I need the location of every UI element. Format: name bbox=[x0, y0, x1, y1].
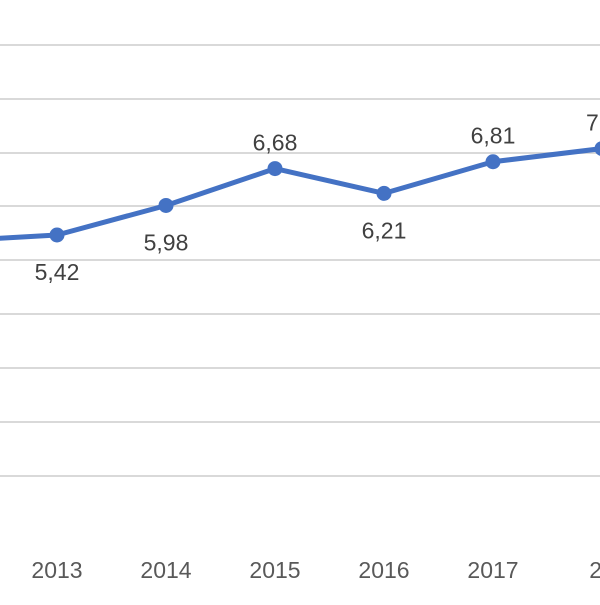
x-tick-label: 20 bbox=[589, 557, 600, 583]
data-point bbox=[486, 154, 501, 169]
data-label: 7,0 bbox=[586, 110, 600, 136]
x-tick-label: 2014 bbox=[140, 557, 191, 583]
data-label: 5,42 bbox=[35, 259, 80, 285]
data-label: 6,68 bbox=[253, 130, 298, 156]
data-point bbox=[50, 228, 65, 243]
data-point bbox=[159, 198, 174, 213]
x-tick-label: 2013 bbox=[31, 557, 82, 583]
data-label: 6,81 bbox=[471, 123, 516, 149]
data-point bbox=[268, 161, 283, 176]
x-tick-label: 2016 bbox=[358, 557, 409, 583]
data-label: 5,98 bbox=[144, 229, 189, 255]
x-tick-label: 2015 bbox=[249, 557, 300, 583]
data-labels: 5,42 5,98 6,68 6,21 6,81 7,0 bbox=[35, 110, 600, 285]
series-group bbox=[0, 141, 600, 249]
x-axis-tick-labels: 2013 2014 2015 2016 2017 20 bbox=[31, 557, 600, 583]
series-line bbox=[0, 149, 600, 242]
gridlines bbox=[0, 45, 600, 476]
data-point bbox=[377, 186, 392, 201]
x-tick-label: 2017 bbox=[467, 557, 518, 583]
data-label: 6,21 bbox=[362, 217, 407, 243]
